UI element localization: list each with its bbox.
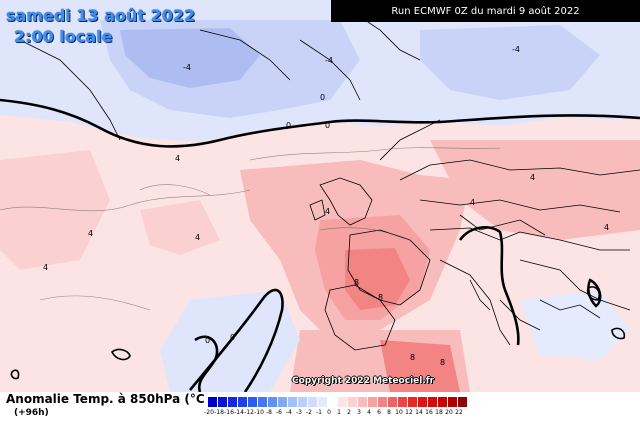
legend-tick-label: -10 xyxy=(254,409,264,416)
contour-label: 4 xyxy=(604,223,609,232)
legend-tick-label: 20 xyxy=(445,409,453,416)
legend-tick-label: 16 xyxy=(425,409,433,416)
legend-tick-label: -12 xyxy=(244,409,254,416)
copyright: Copyright 2022 Meteociel.fr xyxy=(292,376,435,386)
run-info-text: Run ECMWF 0Z du mardi 9 août 2022 xyxy=(391,5,580,17)
contour-label: 4 xyxy=(43,263,48,272)
contour-label: 4 xyxy=(325,207,330,216)
legend-swatch xyxy=(288,397,298,407)
contour-label: 0 xyxy=(325,121,330,130)
legend-tick-label: 2 xyxy=(347,409,351,416)
legend-swatch xyxy=(438,397,448,407)
warm-patch-west xyxy=(0,150,110,270)
warm-patch-islands xyxy=(140,200,220,255)
legend-swatch xyxy=(208,397,218,407)
legend-swatch xyxy=(258,397,268,407)
forecast-date: samedi 13 août 2022 xyxy=(6,6,196,25)
legend-tick-label: -4 xyxy=(286,409,292,416)
legend-swatch xyxy=(418,397,428,407)
contour-label: 0 xyxy=(230,333,235,342)
contour-label: 0 xyxy=(286,121,291,130)
contour-label: 8 xyxy=(354,278,359,287)
legend-tick-label: 12 xyxy=(405,409,413,416)
contour-label-group: 0 0 0 0 0 4 4 4 4 4 4 4 4 8 8 8 8 -4 -4 … xyxy=(43,45,609,367)
legend-tick-label: 8 xyxy=(387,409,391,416)
contour-label: 4 xyxy=(470,198,475,207)
legend-swatch xyxy=(428,397,438,407)
legend-tick-label: -8 xyxy=(266,409,272,416)
contour-label: 8 xyxy=(440,358,445,367)
contour-label: 0 xyxy=(320,93,325,102)
legend-swatch xyxy=(368,397,378,407)
legend-swatch xyxy=(358,397,368,407)
legend-swatch xyxy=(238,397,248,407)
contour-label: 8 xyxy=(378,293,383,302)
legend-tick-label: 3 xyxy=(357,409,361,416)
parameter-label: Anomalie Temp. à 850hPa (°C xyxy=(6,392,205,406)
legend-swatch xyxy=(268,397,278,407)
legend-tick-label: -6 xyxy=(276,409,282,416)
anomaly-contours xyxy=(0,147,501,311)
forecast-time: 2:00 locale xyxy=(14,27,113,46)
legend-swatch xyxy=(388,397,398,407)
legend-tick-label: -14 xyxy=(234,409,244,416)
legend-swatch xyxy=(298,397,308,407)
legend-swatch xyxy=(348,397,358,407)
legend-tick-label: 10 xyxy=(395,409,403,416)
legend-swatch xyxy=(338,397,348,407)
cool-zone-strong xyxy=(120,28,260,88)
contour-label: 4 xyxy=(88,229,93,238)
legend-tick-label: -18 xyxy=(214,409,224,416)
legend-tick-label: -16 xyxy=(224,409,234,416)
legend-tick-label: 14 xyxy=(415,409,423,416)
contour-label: -4 xyxy=(512,45,520,54)
legend-tick-label: 1 xyxy=(337,409,341,416)
legend-swatch xyxy=(218,397,228,407)
contour-label: 0 xyxy=(205,336,210,345)
warm-patch-hot xyxy=(345,248,410,310)
legend-tick-label: 18 xyxy=(435,409,443,416)
contour-label: 4 xyxy=(195,233,200,242)
legend-tick-label: 6 xyxy=(377,409,381,416)
islands xyxy=(10,286,626,380)
legend-swatch xyxy=(448,397,458,407)
warm-patch-east xyxy=(430,140,640,240)
legend-tick-label: 0 xyxy=(327,409,331,416)
contour-label: -4 xyxy=(183,63,191,72)
contour-label: 4 xyxy=(530,173,535,182)
legend-tick-label: -2 xyxy=(306,409,312,416)
legend-swatch xyxy=(318,397,328,407)
contour-label: 8 xyxy=(410,353,415,362)
cool-zone-east xyxy=(420,25,600,100)
legend-swatch xyxy=(408,397,418,407)
contour-label: -4 xyxy=(325,56,333,65)
legend-tick-label: 4 xyxy=(367,409,371,416)
zero-isotherm xyxy=(0,98,640,148)
zero-isotherm-west xyxy=(194,335,219,393)
legend-swatch xyxy=(398,397,408,407)
cool-patch-east xyxy=(520,290,630,360)
lead-time-label: (+96h) xyxy=(14,408,49,418)
legend-swatch xyxy=(378,397,388,407)
legend-tick-label: -3 xyxy=(296,409,302,416)
run-info-banner: Run ECMWF 0Z du mardi 9 août 2022 xyxy=(331,0,640,22)
legend-tick-label: 22 xyxy=(455,409,463,416)
legend-swatch xyxy=(328,397,338,407)
color-legend xyxy=(208,397,468,407)
legend-swatch xyxy=(308,397,318,407)
legend-tick-label: -20 xyxy=(204,409,214,416)
legend-tick-label: -1 xyxy=(316,409,322,416)
zero-isotherm-alps xyxy=(458,226,520,346)
legend-swatch xyxy=(228,397,238,407)
legend-swatch xyxy=(458,397,468,407)
warm-patch-south-hot xyxy=(380,340,460,392)
legend-swatch xyxy=(248,397,258,407)
contour-label: 4 xyxy=(175,154,180,163)
legend-swatch xyxy=(278,397,288,407)
zero-isotherm-south xyxy=(189,288,284,393)
